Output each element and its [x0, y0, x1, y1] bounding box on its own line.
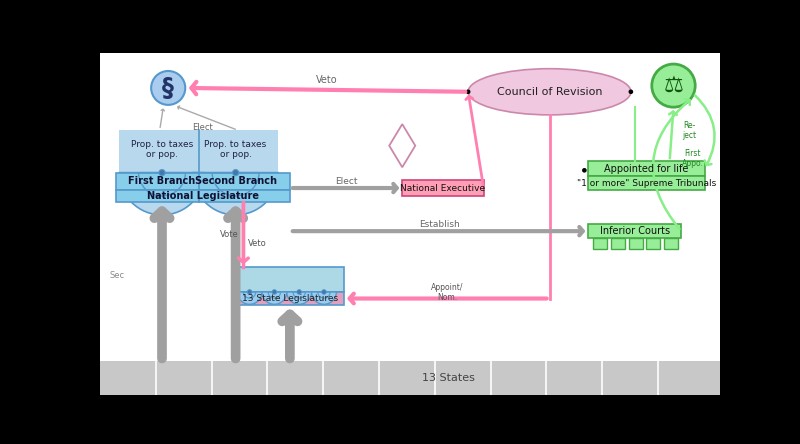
- Circle shape: [233, 170, 238, 176]
- Wedge shape: [237, 292, 262, 304]
- Circle shape: [272, 289, 277, 294]
- Bar: [119, 130, 205, 173]
- Text: Inferior Courts: Inferior Courts: [600, 226, 670, 236]
- Bar: [593, 238, 607, 249]
- Bar: [588, 224, 682, 238]
- Circle shape: [582, 168, 586, 173]
- Wedge shape: [262, 292, 286, 304]
- Text: Establish: Establish: [418, 220, 459, 229]
- Bar: [236, 292, 344, 305]
- Wedge shape: [286, 292, 311, 304]
- Text: Sec: Sec: [110, 270, 125, 280]
- Circle shape: [247, 289, 252, 294]
- Bar: [664, 238, 678, 249]
- Text: 13 State Legislatures: 13 State Legislatures: [242, 294, 338, 303]
- Text: 13 States: 13 States: [422, 373, 475, 383]
- Circle shape: [652, 64, 695, 107]
- Text: ⚖: ⚖: [663, 75, 683, 95]
- Text: Prop. to taxes
or pop.: Prop. to taxes or pop.: [131, 140, 193, 159]
- Text: §: §: [162, 76, 174, 100]
- Wedge shape: [311, 292, 336, 304]
- Bar: [115, 190, 290, 202]
- Text: Appoint/
Nom.: Appoint/ Nom.: [430, 283, 463, 302]
- Text: First
Appo.: First Appo.: [682, 149, 704, 168]
- Bar: [236, 267, 344, 292]
- Bar: [610, 238, 625, 249]
- Wedge shape: [193, 173, 278, 215]
- Bar: [646, 238, 660, 249]
- Text: Appointed for life: Appointed for life: [604, 164, 689, 174]
- Circle shape: [629, 90, 634, 94]
- Polygon shape: [390, 124, 415, 167]
- Text: Re-
ject: Re- ject: [682, 121, 696, 140]
- Text: Veto: Veto: [315, 75, 337, 85]
- Bar: [629, 238, 642, 249]
- Bar: [100, 361, 720, 395]
- Text: Second Branch: Second Branch: [194, 176, 277, 186]
- Text: Elect: Elect: [192, 123, 213, 132]
- Text: Prop. to taxes
or pop.: Prop. to taxes or pop.: [205, 140, 266, 159]
- Text: First Branch: First Branch: [128, 176, 196, 186]
- Text: National Executive: National Executive: [400, 183, 486, 193]
- Circle shape: [322, 289, 326, 294]
- Bar: [402, 180, 484, 196]
- Circle shape: [466, 90, 470, 94]
- Text: Vote: Vote: [220, 230, 239, 239]
- Text: "1 or more" Supreme Tribunals: "1 or more" Supreme Tribunals: [577, 179, 716, 188]
- Bar: [588, 176, 705, 190]
- Text: National Legislature: National Legislature: [146, 191, 258, 201]
- Bar: [115, 173, 290, 190]
- Ellipse shape: [468, 69, 631, 115]
- Circle shape: [159, 170, 165, 176]
- Text: Council of Revision: Council of Revision: [497, 87, 602, 97]
- Wedge shape: [119, 173, 205, 215]
- Circle shape: [151, 71, 186, 105]
- Text: Elect: Elect: [335, 177, 358, 186]
- Text: Veto: Veto: [248, 239, 266, 248]
- Bar: [193, 130, 278, 173]
- Circle shape: [297, 289, 302, 294]
- Bar: [588, 161, 705, 176]
